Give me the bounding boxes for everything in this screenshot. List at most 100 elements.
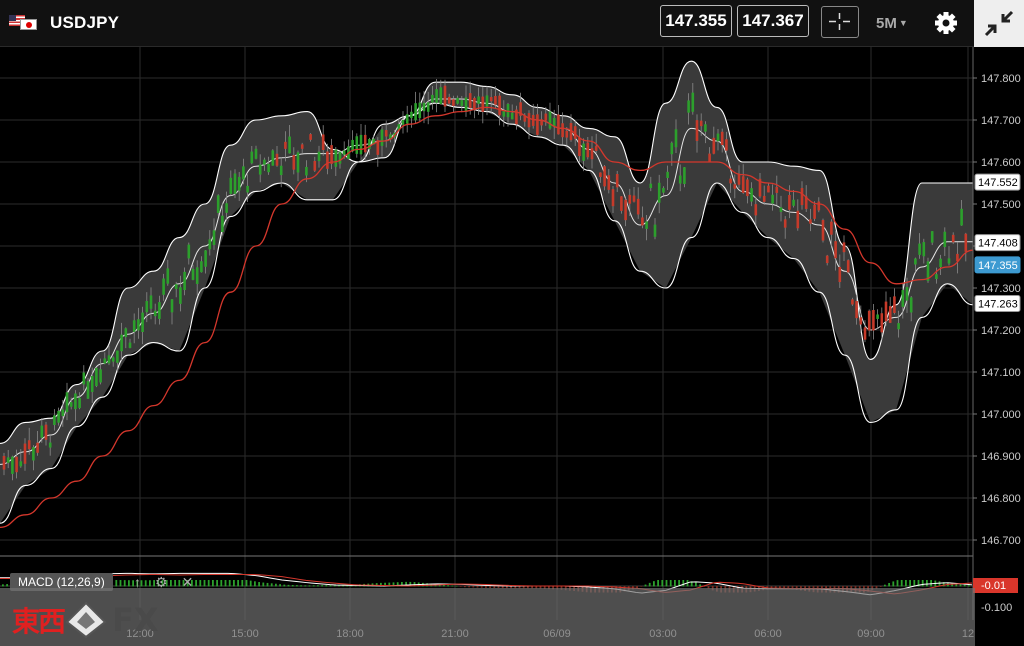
macd-histogram-bar — [699, 584, 701, 587]
candle — [422, 91, 426, 124]
macd-histogram-bar — [321, 585, 323, 587]
macd-histogram-bar — [157, 580, 160, 587]
candle — [443, 79, 447, 113]
candle — [313, 156, 317, 172]
candle — [191, 264, 195, 281]
candle — [775, 175, 779, 206]
candle — [342, 141, 346, 159]
macd-histogram-bar — [212, 580, 214, 587]
candle — [57, 407, 60, 426]
gear-icon[interactable]: ⚙ — [155, 573, 168, 590]
macd-histogram-bar — [548, 586, 550, 590]
candle — [699, 113, 703, 136]
macd-indicator-label[interactable]: MACD (12,26,9) — [10, 573, 113, 591]
candle — [128, 338, 132, 349]
candle — [813, 201, 816, 222]
macd-histogram-bar — [795, 586, 798, 590]
macd-histogram-bar — [136, 580, 139, 587]
candle-body — [779, 207, 783, 212]
macd-histogram-bar — [312, 585, 315, 587]
candle — [527, 110, 531, 140]
candle — [494, 86, 497, 109]
candle-body — [11, 456, 14, 474]
candle — [830, 219, 833, 247]
candle — [552, 109, 556, 139]
candle-body — [90, 375, 94, 392]
candle-body — [288, 136, 291, 154]
macd-histogram-bar — [128, 580, 130, 587]
candle — [746, 177, 749, 204]
ask-price-button[interactable]: 147.367 — [737, 5, 809, 37]
candle-body — [741, 176, 745, 193]
macd-histogram-bar — [438, 584, 441, 587]
macd-histogram-bar — [451, 585, 454, 587]
logo-fx: FX — [112, 601, 159, 639]
macd-histogram-bar — [275, 583, 277, 587]
candle — [447, 93, 451, 107]
candle-body — [279, 165, 283, 176]
lower-band-price-label-bg — [974, 295, 1021, 313]
candle — [107, 345, 111, 366]
macd-histogram-bar — [325, 585, 328, 587]
candle-body — [851, 299, 854, 305]
candle — [708, 147, 711, 162]
candle — [23, 438, 27, 471]
candle-body — [351, 139, 354, 152]
macd-histogram-bar — [258, 582, 260, 587]
candle — [330, 138, 333, 170]
candle — [704, 121, 707, 144]
candle — [246, 174, 249, 202]
candle — [36, 431, 39, 456]
candle-body — [204, 250, 207, 267]
bid-price-button[interactable]: 147.355 — [660, 5, 732, 37]
crosshair-button[interactable] — [821, 6, 859, 38]
candle-body — [846, 260, 850, 273]
candle — [208, 230, 212, 256]
price-axis-labels: 147.552 147.408 147.355 147.263 -0.01 — [973, 173, 1021, 593]
settings-button[interactable] — [930, 6, 962, 40]
symbol-label[interactable]: USDJPY — [50, 13, 120, 32]
interval-selector[interactable]: 5M ▼ — [876, 15, 908, 32]
candle-body — [208, 239, 212, 250]
price-tick-label: 146.900 — [981, 451, 1021, 463]
macd-histogram-bar — [233, 580, 235, 587]
close-icon[interactable]: ✕ — [181, 573, 194, 590]
macd-histogram-bar — [905, 580, 907, 587]
candle-body — [132, 320, 136, 332]
candle-body — [657, 182, 661, 203]
exit-fullscreen-button[interactable] — [974, 0, 1024, 47]
candle-body — [704, 124, 707, 132]
candle — [229, 170, 233, 196]
candle-body — [645, 221, 648, 229]
candle — [741, 164, 745, 195]
candle-body — [78, 397, 81, 409]
candle-body — [485, 95, 489, 107]
candle-body — [825, 255, 829, 264]
candle-body — [15, 456, 18, 473]
arrow-up-icon[interactable]: ↑ — [134, 574, 141, 590]
candle — [145, 292, 149, 323]
candle-body — [414, 103, 417, 121]
candle-body — [914, 258, 917, 265]
macd-histogram-bar — [2, 584, 4, 587]
candle — [166, 259, 170, 286]
candle — [867, 309, 871, 337]
macd-histogram-bar — [287, 584, 290, 587]
candle — [359, 123, 363, 160]
candle — [254, 145, 258, 160]
candle — [288, 125, 291, 154]
macd-histogram-bar — [338, 585, 340, 587]
candle — [506, 102, 510, 127]
macd-histogram-bar — [459, 586, 462, 587]
candle — [275, 145, 279, 167]
candle-body — [137, 319, 140, 331]
candle-body — [515, 109, 518, 125]
candle — [825, 254, 829, 266]
macd-histogram-bar — [690, 581, 693, 587]
candle-body — [267, 163, 270, 173]
candle — [628, 188, 632, 217]
macd-histogram-bar — [955, 584, 958, 587]
macd-histogram-bar — [644, 584, 647, 587]
candle-body — [384, 130, 388, 137]
